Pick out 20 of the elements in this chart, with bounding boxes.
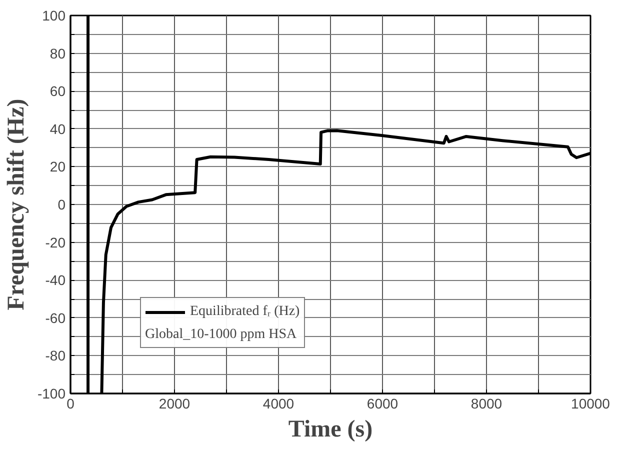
legend-label: Equilibrated fᵣ (Hz) (190, 304, 300, 320)
y-tick-label: 0 (58, 196, 66, 212)
y-tick-label: -60 (45, 310, 66, 326)
x-tick-label: 8000 (470, 396, 502, 412)
legend-title: Global_10-1000 ppm HSA (145, 327, 298, 343)
x-tick-label: 6000 (366, 396, 398, 412)
y-tick-label: 40 (50, 120, 66, 137)
y-tick-label: -40 (45, 272, 66, 288)
y-axis-title: Frequency shift (Hz) (3, 98, 30, 310)
x-axis-title: Time (s) (288, 416, 373, 442)
y-tick-label: 80 (50, 45, 66, 62)
y-tick-label: 20 (50, 158, 66, 175)
y-tick-label: 60 (50, 83, 66, 100)
x-tick-label: 4000 (262, 396, 294, 412)
x-tick-label: 2000 (158, 396, 190, 412)
y-tick-label: -20 (45, 234, 66, 250)
y-tick-label: -80 (45, 348, 66, 364)
y-tick-label: -100 (37, 386, 66, 402)
y-tick-label: 100 (42, 8, 66, 24)
x-tick-label: 10000 (571, 396, 610, 412)
